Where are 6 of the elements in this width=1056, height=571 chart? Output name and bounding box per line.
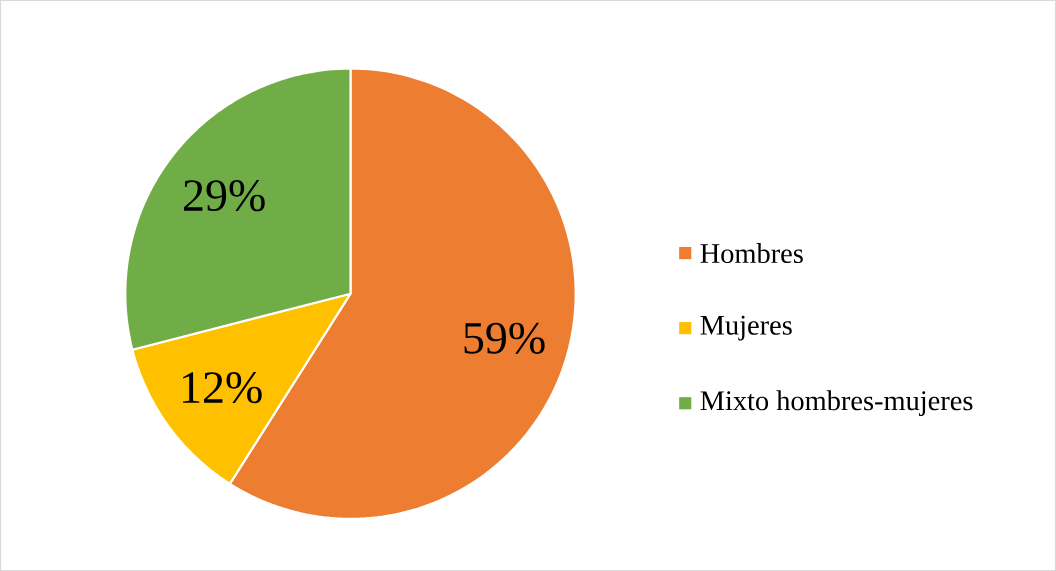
legend-label: Hombres (700, 243, 803, 264)
legend-label: Mujeres (700, 315, 792, 341)
data-label: 29% (184, 180, 265, 212)
data-label: 59% (464, 322, 545, 354)
data-label: 12% (183, 372, 262, 404)
legend-label: Mixto hombres-mujeres (700, 390, 973, 417)
